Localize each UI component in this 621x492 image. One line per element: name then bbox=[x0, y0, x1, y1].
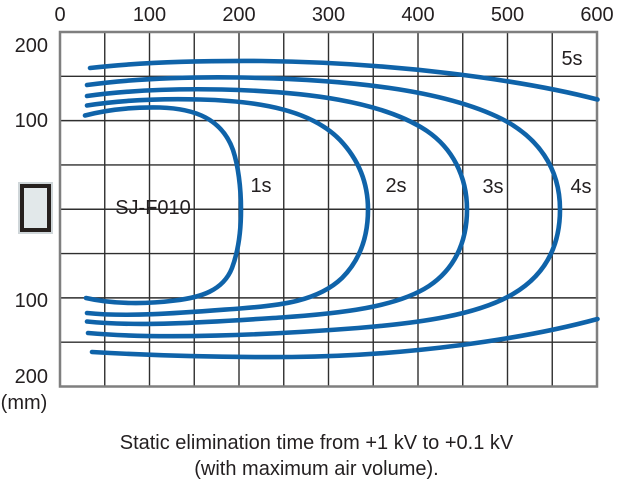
model-label: SJ-F010 bbox=[115, 197, 191, 219]
curve-label-3s: 3s bbox=[482, 176, 504, 198]
curve-5s-bottom bbox=[89, 316, 600, 360]
plot-border bbox=[58, 30, 599, 388]
curve-label-1s: 1s bbox=[250, 175, 272, 197]
curve-label-2s: 2s bbox=[385, 175, 407, 197]
curve-2s bbox=[84, 96, 371, 318]
y-tick-label-bottom-200: 200 bbox=[14, 366, 48, 388]
curve-4s bbox=[84, 74, 563, 339]
curve-5s-top bbox=[87, 58, 600, 102]
y-tick-label-bottom-100: 100 bbox=[14, 290, 48, 312]
x-tick-label-100: 100 bbox=[132, 4, 167, 26]
y-tick-label-top-100: 100 bbox=[14, 110, 48, 132]
curve-label-4s: 4s bbox=[570, 176, 592, 198]
x-tick-label-300: 300 bbox=[311, 4, 346, 26]
chart-plot-area bbox=[58, 30, 600, 388]
x-tick-label-200: 200 bbox=[222, 4, 256, 26]
curve-label-5s: 5s bbox=[561, 48, 583, 70]
x-tick-label-500: 500 bbox=[490, 4, 525, 26]
caption-line-1: Static elimination time from +1 kV to +0… bbox=[119, 432, 514, 454]
curve-1s bbox=[82, 105, 244, 306]
ionizer-device-icon bbox=[20, 184, 51, 232]
caption-line-2: (with maximum air volume). bbox=[194, 458, 439, 480]
y-axis-unit-label: (mm) bbox=[0, 392, 48, 414]
x-tick-label-0: 0 bbox=[54, 4, 66, 26]
curve-3s bbox=[84, 86, 470, 327]
grid-lines bbox=[60, 32, 597, 387]
y-tick-label-top-200: 200 bbox=[14, 35, 48, 57]
x-tick-label-600: 600 bbox=[580, 4, 614, 26]
x-tick-label-400: 400 bbox=[401, 4, 435, 26]
chart-caption: Static elimination time from +1 kV to +0… bbox=[12, 430, 621, 482]
